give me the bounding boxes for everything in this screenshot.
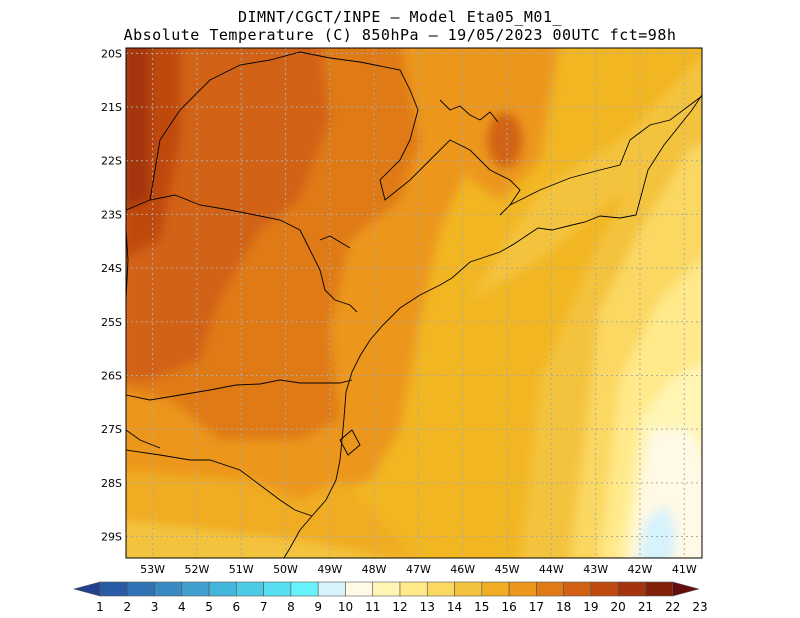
colorbar-segment — [317, 581, 346, 597]
river-parana — [319, 235, 351, 249]
colorbar-segment — [399, 581, 428, 597]
map-frame — [125, 47, 703, 559]
colorbar-segment — [508, 581, 537, 597]
lat-tick-label: 23S — [101, 208, 122, 221]
colorbar-segment — [590, 581, 619, 597]
colorbar-segment — [426, 581, 455, 597]
colorbar-label: 16 — [501, 600, 516, 614]
lon-tick-label: 42W — [628, 563, 653, 576]
colorbar-label: 17 — [529, 600, 544, 614]
colorbar-segment — [454, 581, 483, 597]
lat-tick-label: 27S — [101, 423, 122, 436]
border-rj — [509, 95, 702, 206]
lagoon — [339, 429, 361, 456]
longitude-labels: 53W 52W 51W 50W 49W 48W 47W 46W 45W 44W 43W 42W 41W — [140, 563, 697, 576]
border-pr-sc — [126, 379, 353, 401]
title-line-2: Absolute Temperature (C) 850hPa – 19/05/… — [123, 26, 677, 44]
latitude-labels: 20S 21S 22S 23S 24S 25S 26S 27S 28S 29S — [101, 47, 122, 543]
colorbar-segment — [536, 581, 564, 597]
colorbar-segment — [645, 581, 674, 597]
lon-tick-label: 52W — [184, 563, 209, 576]
colorbar-label: 18 — [556, 600, 571, 614]
colorbar-label: 22 — [665, 600, 680, 614]
border-argentina — [126, 429, 161, 449]
lat-tick-label: 25S — [101, 316, 122, 329]
colorbar-label: 20 — [611, 600, 626, 614]
colorbar-label: 10 — [338, 600, 353, 614]
temperature-field — [126, 48, 702, 558]
lat-tick-label: 24S — [101, 262, 122, 275]
border-ms-sp — [126, 194, 358, 313]
title-line-1: DIMNT/CGCT/INPE – Model Eta05_M01_ — [237, 8, 563, 26]
coastline — [283, 94, 702, 558]
lon-tick-label: 50W — [273, 563, 298, 576]
colorbar-segment — [126, 581, 155, 597]
colorbar-label: 9 — [314, 600, 322, 614]
colorbar-label: 12 — [392, 600, 407, 614]
lon-tick-label: 47W — [406, 563, 431, 576]
colorbar-label: 2 — [123, 600, 131, 614]
colorbar-segment — [290, 581, 319, 597]
colorbar-segment — [345, 581, 374, 597]
colorbar-label: 19 — [583, 600, 598, 614]
colorbar-label: 5 — [205, 600, 213, 614]
lon-tick-label: 44W — [539, 563, 564, 576]
colorbar: 1 2 3 4 5 6 7 8 9 10 11 12 13 14 15 16 17 18 19 20 21 22 23 — [72, 581, 708, 614]
colorbar-segment — [208, 581, 237, 597]
lon-tick-label: 49W — [317, 563, 342, 576]
lat-tick-label: 22S — [101, 155, 122, 168]
colorbar-label: 3 — [151, 600, 159, 614]
lon-tick-label: 46W — [450, 563, 475, 576]
colorbar-arrow-left — [72, 581, 101, 597]
colorbar-segment — [481, 581, 510, 597]
boundaries — [126, 51, 702, 558]
lat-tick-label: 29S — [101, 531, 122, 544]
colorbar-label: 13 — [420, 600, 435, 614]
colorbar-label: 11 — [365, 600, 380, 614]
lat-tick-label: 21S — [101, 101, 122, 114]
lon-tick-label: 48W — [362, 563, 387, 576]
lat-tick-label: 26S — [101, 369, 122, 382]
colorbar-segment — [236, 581, 264, 597]
colorbar-segment — [617, 581, 646, 597]
river-tiete — [439, 99, 499, 123]
lon-tick-label: 53W — [140, 563, 165, 576]
colorbar-segment — [372, 581, 401, 597]
colorbar-segment — [154, 581, 183, 597]
colorbar-label: 15 — [474, 600, 489, 614]
colorbar-segment — [99, 581, 128, 597]
lon-tick-label: 41W — [672, 563, 697, 576]
lon-tick-label: 45W — [495, 563, 520, 576]
border-sc-rs — [126, 449, 313, 517]
colorbar-segment — [263, 581, 292, 597]
lat-tick-label: 20S — [101, 47, 122, 60]
graticule — [126, 48, 702, 558]
colorbar-label: 4 — [178, 600, 186, 614]
colorbar-label: 23 — [692, 600, 707, 614]
colorbar-label: 6 — [233, 600, 241, 614]
border-paraguay — [126, 229, 129, 301]
colorbar-label: 14 — [447, 600, 462, 614]
colorbar-segment — [563, 581, 592, 597]
colorbar-arrow-right — [672, 581, 700, 597]
colorbar-label: 21 — [638, 600, 653, 614]
colorbar-label: 7 — [260, 600, 268, 614]
lon-tick-label: 51W — [229, 563, 254, 576]
lon-tick-label: 43W — [583, 563, 608, 576]
lat-tick-label: 28S — [101, 477, 122, 490]
border-mg-sp — [149, 51, 521, 216]
colorbar-segment — [181, 581, 210, 597]
colorbar-label: 8 — [287, 600, 295, 614]
colorbar-label: 1 — [96, 600, 104, 614]
